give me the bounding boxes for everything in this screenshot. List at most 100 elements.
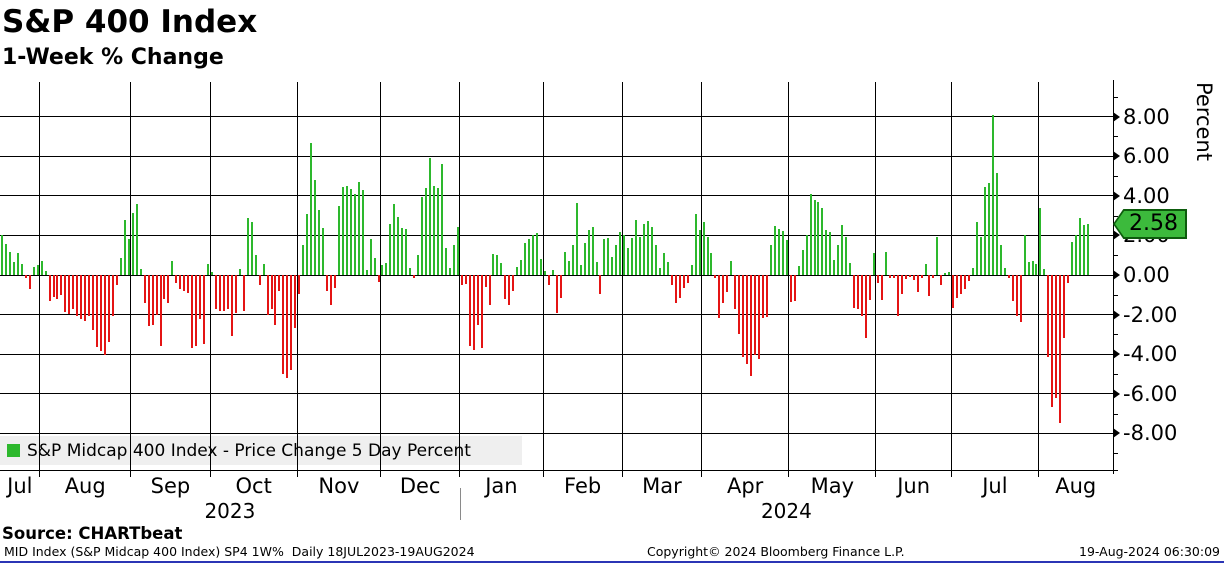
chart-bar [734,275,737,309]
chart-bar [151,275,154,325]
plot-area[interactable] [0,82,1113,477]
y-axis-tick-label: 6.00 [1123,144,1170,169]
month-gridline [875,82,877,470]
bottom-rule [0,561,1224,563]
chart-bar [884,251,887,275]
chart-bar [1003,268,1006,275]
chart-bar [964,275,967,289]
chart-bar [452,244,455,275]
chart-bar [805,235,808,275]
chart-bar [547,275,550,285]
x-axis-tick [1037,471,1039,477]
y-axis-tick-arrow [1113,428,1120,439]
chart-bar [797,265,800,275]
chart-bar [480,275,483,349]
year-separator [459,488,461,520]
y-axis-minor-tick [1113,136,1118,138]
chart-bar [722,275,725,304]
y-axis-tick-arrow [1113,388,1120,399]
h-gridline [0,155,1113,157]
chart-bar [139,269,142,275]
h-gridline [0,393,1113,395]
chart-bar [892,275,895,278]
chart-bar [48,275,51,301]
chart-bar [670,275,673,285]
x-axis-month-label: Jun [897,474,931,498]
chart-bar [595,261,598,275]
chart-bar [155,275,158,315]
chart-bar [159,275,162,347]
chart-bar [754,275,757,356]
chart-bar [496,255,499,275]
chart-bar [401,228,404,275]
chart-bar [635,220,638,275]
chart-bar [191,275,194,349]
chart-bar [52,275,55,298]
x-axis-tick [621,471,623,477]
month-gridline [459,82,461,470]
chart-bar [880,275,883,300]
chart-bar [555,275,558,314]
x-axis-month-label: Jul [982,474,1008,498]
chart-bar [777,229,780,275]
chart-bar [36,265,39,275]
chart-bar [1007,275,1010,279]
chart-bar [837,244,840,275]
chart-bar [226,275,229,309]
chart-bar [274,275,277,325]
chart-bar [353,193,356,275]
chart-bar [789,275,792,302]
chart-bar [286,275,289,378]
chart-bar [544,271,546,275]
x-axis-month-label: Feb [564,474,602,498]
chart-bar [218,275,221,311]
chart-bar [575,202,578,275]
chart-bar [282,275,285,374]
x-axis-tick [950,471,952,477]
legend-label: S&P Midcap 400 Index - Price Change 5 Da… [27,440,471,461]
y-axis-minor-tick [1113,176,1118,177]
chart-bar [793,275,796,301]
x-axis-month-label: May [810,474,855,498]
chart-bar [183,275,186,291]
chart-bar [254,255,257,275]
y-axis-tick-label: -8.00 [1123,421,1178,446]
chart-bar [68,275,71,314]
chart-bar [361,189,364,275]
chart-bar [20,264,23,275]
month-gridline [701,82,703,470]
chart-bar [960,275,963,295]
chart-bar [746,275,749,365]
chart-bar [96,275,99,348]
chart-bar [936,236,939,275]
chart-bar [694,213,697,275]
x-axis-month-label: Nov [318,474,360,498]
chart-bar [440,164,443,275]
chart-bar [238,269,241,275]
y-axis-tick-label: 4.00 [1123,183,1170,208]
chart-bar [405,229,408,275]
chart-bar [484,275,487,287]
chart-bar [413,275,416,278]
chart-bar [123,219,126,275]
month-gridline [296,82,298,470]
x-axis-tick [459,471,461,477]
chart-bar [0,235,3,275]
x-axis-year-label: 2024 [760,499,812,523]
chart-bar [940,275,943,285]
y-axis-minor-tick [1113,453,1118,455]
chart-bar [393,203,396,275]
x-axis-tick [380,471,381,477]
chart-bar [341,186,344,275]
chart-bar [718,275,721,319]
y-axis-title: Percent [1192,82,1216,162]
x-axis-month-label: Jan [485,474,518,498]
chart-bar [32,267,35,275]
month-gridline [39,82,41,470]
chart-bar [658,268,661,275]
chart-bar [611,256,614,275]
chart-bar [433,185,436,275]
month-gridline [209,82,211,470]
chart-bar [365,270,368,275]
